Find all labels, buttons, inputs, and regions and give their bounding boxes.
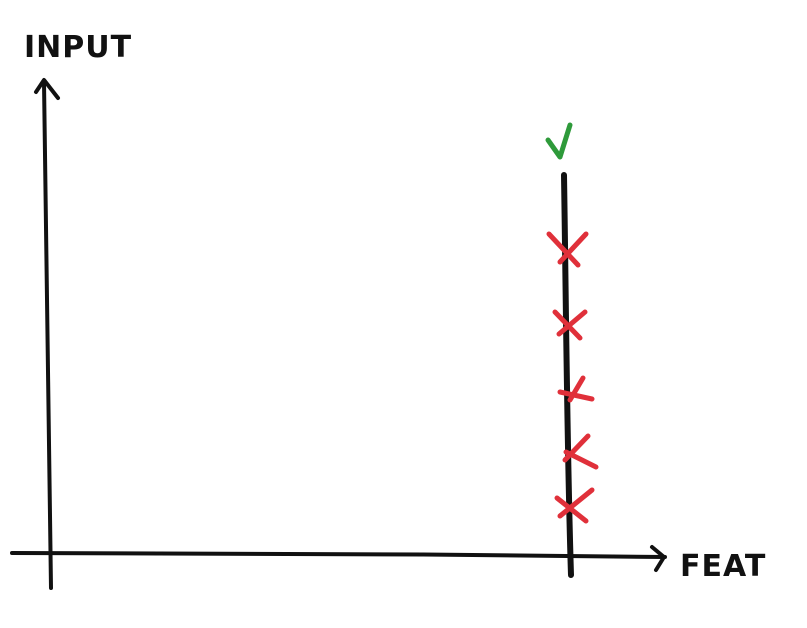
x-axis-line	[10, 551, 667, 559]
y-axis-label: INPUT	[24, 30, 132, 65]
cross-icon	[552, 309, 588, 341]
x-axis-label: FEAT	[680, 549, 766, 584]
cross-icon	[554, 487, 595, 524]
y-axis-line	[42, 80, 53, 590]
y-axis-arrowhead	[34, 78, 60, 100]
feature-line	[561, 172, 574, 578]
x-axis-arrowhead	[650, 545, 666, 572]
cross-icon	[546, 231, 589, 268]
check-icon	[545, 122, 573, 160]
cross-icon	[562, 433, 599, 470]
cross-icon	[557, 375, 595, 403]
